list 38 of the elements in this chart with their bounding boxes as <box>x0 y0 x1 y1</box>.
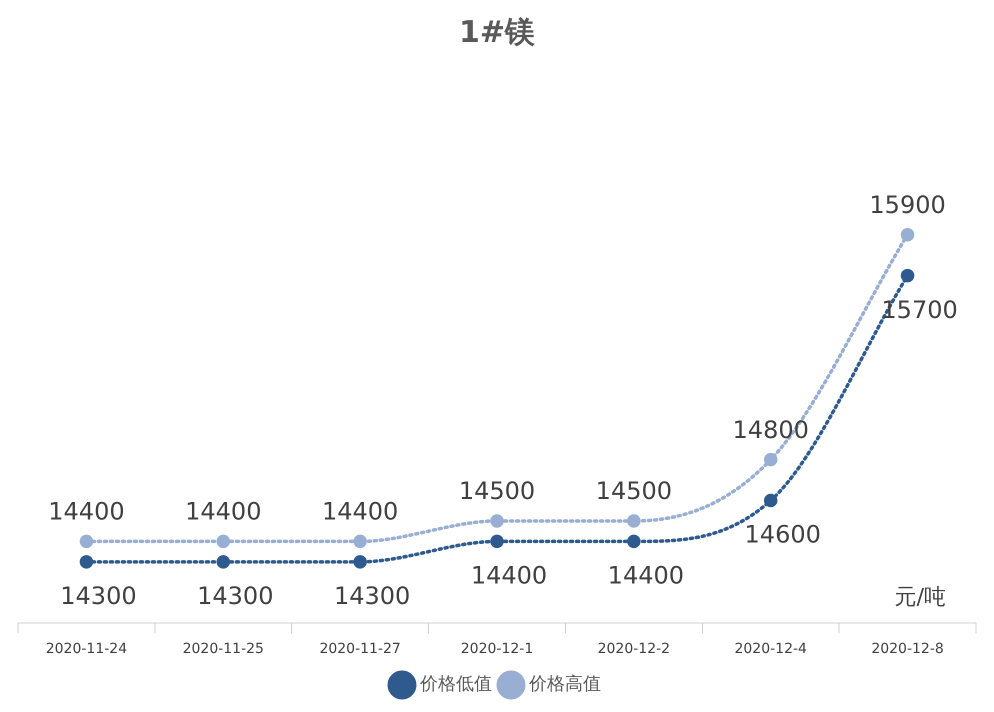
point <box>216 555 230 569</box>
point <box>353 555 367 569</box>
x-tick-label: 2020-11-24 <box>46 641 128 658</box>
x-tick-label: 2020-12-4 <box>734 641 808 658</box>
legend-label: 价格高值 <box>528 674 601 695</box>
x-tick-label: 2020-11-25 <box>182 641 264 658</box>
point <box>80 534 94 548</box>
x-tick-label: 2020-12-8 <box>871 641 944 658</box>
point <box>764 452 778 466</box>
data-label: 14500 <box>458 477 536 506</box>
data-label: 14400 <box>322 498 398 526</box>
x-tick-label: 2020-12-2 <box>598 641 670 658</box>
x-tick-label: 2020-11-27 <box>319 641 401 658</box>
chart-title: 1#镁 <box>458 14 536 50</box>
data-label: 14300 <box>197 582 274 610</box>
data-label: 14400 <box>608 562 684 590</box>
data-label: 14800 <box>732 416 809 444</box>
data-label: 14600 <box>744 520 821 549</box>
point <box>627 514 641 528</box>
data-label: 14300 <box>60 582 137 610</box>
point <box>764 494 778 508</box>
point <box>490 514 504 528</box>
point <box>216 534 230 548</box>
text: 元/吨 <box>894 584 946 610</box>
data-label: 14400 <box>470 562 548 590</box>
point <box>353 534 367 548</box>
data-label: 14300 <box>334 582 410 610</box>
data-label: 15900 <box>869 190 946 219</box>
legend-label: 价格低值 <box>419 674 492 695</box>
data-label: 14400 <box>185 498 262 526</box>
point <box>900 268 914 282</box>
point <box>627 534 641 548</box>
data-label: 14500 <box>596 477 672 506</box>
point <box>80 555 94 569</box>
point <box>490 534 504 548</box>
data-label: 14400 <box>48 498 125 526</box>
point <box>900 228 914 242</box>
x-tick-label: 2020-12-1 <box>460 641 534 658</box>
